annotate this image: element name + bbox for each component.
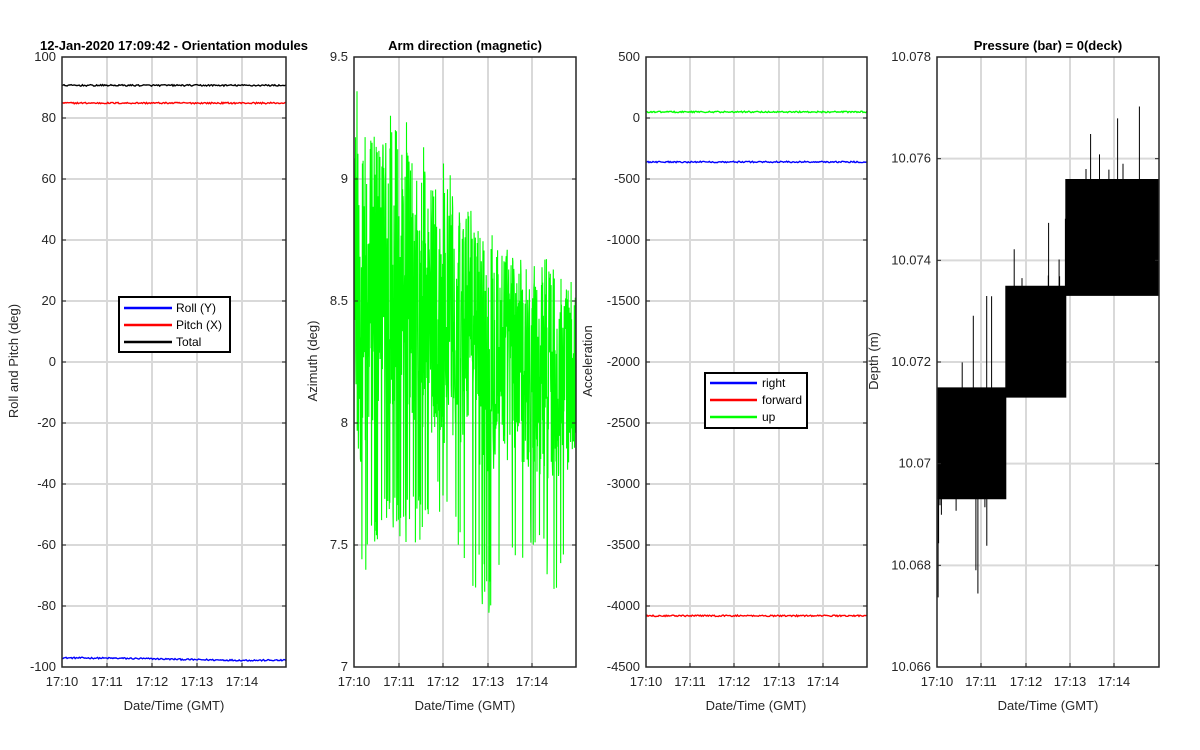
orientation-x-label: Date/Time (GMT) — [124, 698, 225, 713]
orientation-y-tick-label: -40 — [37, 476, 56, 491]
acceleration-y-tick-label: 0 — [633, 110, 640, 125]
arm-direction-y-tick-label: 9 — [341, 171, 348, 186]
acceleration-x-tick-label: 17:11 — [674, 674, 706, 689]
arm-direction-series-azimuth — [353, 91, 577, 613]
arm-direction-y-tick-label: 8 — [341, 415, 348, 430]
acceleration-series-forward — [645, 613, 868, 618]
acceleration-y-tick-label: -2500 — [607, 415, 640, 430]
acceleration-x-tick-label: 17:14 — [807, 674, 840, 689]
acceleration-y-tick-label: -1500 — [607, 293, 640, 308]
pressure-title: Pressure (bar) = 0(deck) — [974, 38, 1122, 53]
acceleration-y-tick-label: -4000 — [607, 598, 640, 613]
acceleration-x-tick-label: 17:13 — [763, 674, 796, 689]
acceleration-x-tick-label: 17:10 — [630, 674, 663, 689]
acceleration-panel: 500 0 -500 -1000 -1500 -2000 -2500 -3000 -3500 -4… — [580, 49, 868, 713]
orientation-y-tick-label: 60 — [42, 171, 56, 186]
pressure-y-tick-label: 10.068 — [891, 557, 931, 572]
pressure-y-tick-label: 10.076 — [891, 151, 931, 166]
orientation-y-tick-label: 80 — [42, 110, 56, 125]
orientation-y-tick-label: -20 — [37, 415, 56, 430]
pressure-y-tick-label: 10.07 — [898, 456, 931, 471]
arm-direction-y-tick-label: 9.5 — [330, 49, 348, 64]
arm-direction-axes-frame — [353, 56, 577, 668]
orientation-y-label: Roll and Pitch (deg) — [6, 304, 21, 418]
pressure-y-tick-label: 10.072 — [891, 354, 931, 369]
pressure-y-tick-label: 10.078 — [891, 49, 931, 64]
pressure-x-tick-label: 17:13 — [1054, 674, 1087, 689]
arm-direction-x-tick-label: 17:11 — [383, 674, 415, 689]
orientation-panel: 12-Jan-2020 17:09:42 - Orientation modul… — [6, 38, 308, 713]
acceleration-legend: right forward up — [704, 372, 808, 429]
arm-direction-y-tick-label: 7 — [341, 659, 348, 674]
orientation-y-tick-label: 40 — [42, 232, 56, 247]
legend-label-right: right — [762, 376, 786, 390]
acceleration-axes-frame — [645, 56, 868, 668]
arm-direction-x-tick-label: 17:10 — [338, 674, 371, 689]
orientation-x-tick-label: 17:13 — [181, 674, 214, 689]
orientation-x-tick-label: 17:11 — [91, 674, 123, 689]
arm-direction-x-tick-label: 17:14 — [516, 674, 549, 689]
orientation-x-tick-label: 17:14 — [226, 674, 259, 689]
legend-label-total: Total — [176, 335, 201, 349]
legend-label-up: up — [762, 410, 776, 424]
acceleration-y-tick-label: 500 — [618, 49, 640, 64]
orientation-axes-frame — [61, 56, 287, 668]
pressure-x-tick-label: 17:10 — [921, 674, 954, 689]
pressure-x-label: Date/Time (GMT) — [998, 698, 1099, 713]
arm-direction-y-tick-label: 8.5 — [330, 293, 348, 308]
orientation-x-tick-label: 17:10 — [46, 674, 79, 689]
orientation-series-pitch-x — [61, 101, 287, 105]
pressure-axes-frame — [936, 56, 1160, 668]
legend-label-roll: Roll (Y) — [176, 301, 216, 315]
orientation-y-tick-label: 0 — [49, 354, 56, 369]
arm-direction-y-label: Azimuth (deg) — [305, 321, 320, 402]
orientation-x-tick-label: 17:12 — [136, 674, 169, 689]
orientation-y-tick-label: 20 — [42, 293, 56, 308]
orientation-y-tick-label: 100 — [34, 49, 56, 64]
arm-direction-x-tick-label: 17:12 — [427, 674, 460, 689]
acceleration-x-label: Date/Time (GMT) — [706, 698, 807, 713]
acceleration-y-tick-label: -3000 — [607, 476, 640, 491]
acceleration-x-tick-label: 17:12 — [718, 674, 751, 689]
acceleration-series-right — [645, 160, 868, 164]
acceleration-y-tick-label: -500 — [614, 171, 640, 186]
pressure-y-tick-label: 10.066 — [891, 659, 931, 674]
acceleration-y-tick-label: -3500 — [607, 537, 640, 552]
acceleration-y-label: Acceleration — [580, 325, 595, 397]
orientation-series-roll-y — [62, 656, 287, 662]
acceleration-series-up — [645, 110, 868, 114]
acceleration-y-tick-label: -1000 — [607, 232, 640, 247]
orientation-y-tick-label: -80 — [37, 598, 56, 613]
orientation-series-total — [61, 83, 287, 88]
orientation-y-tick-label: -60 — [37, 537, 56, 552]
acceleration-y-tick-label: -4500 — [607, 659, 640, 674]
pressure-x-tick-label: 17:11 — [965, 674, 997, 689]
orientation-y-tick-label: -100 — [30, 659, 56, 674]
pressure-x-tick-label: 17:12 — [1010, 674, 1043, 689]
arm-direction-y-tick-label: 7.5 — [330, 537, 348, 552]
legend-label-forward: forward — [762, 393, 802, 407]
orientation-title: 12-Jan-2020 17:09:42 - Orientation modul… — [40, 38, 308, 53]
pressure-y-label: Depth (m) — [866, 332, 881, 390]
arm-direction-x-label: Date/Time (GMT) — [415, 698, 516, 713]
arm-direction-panel: Arm direction (magnetic) 9.598.587.5717:… — [305, 38, 577, 713]
arm-direction-title: Arm direction (magnetic) — [388, 38, 542, 53]
pressure-panel: Pressure (bar) = 0(deck) 10.078 10.076 10.… — [866, 38, 1160, 713]
legend-label-pitch: Pitch (X) — [176, 318, 222, 332]
acceleration-y-tick-label: -2000 — [607, 354, 640, 369]
pressure-y-tick-label: 10.074 — [891, 252, 931, 267]
arm-direction-x-tick-label: 17:13 — [472, 674, 505, 689]
orientation-legend: Roll (Y) Pitch (X) Total — [118, 296, 231, 353]
pressure-x-tick-label: 17:14 — [1098, 674, 1131, 689]
